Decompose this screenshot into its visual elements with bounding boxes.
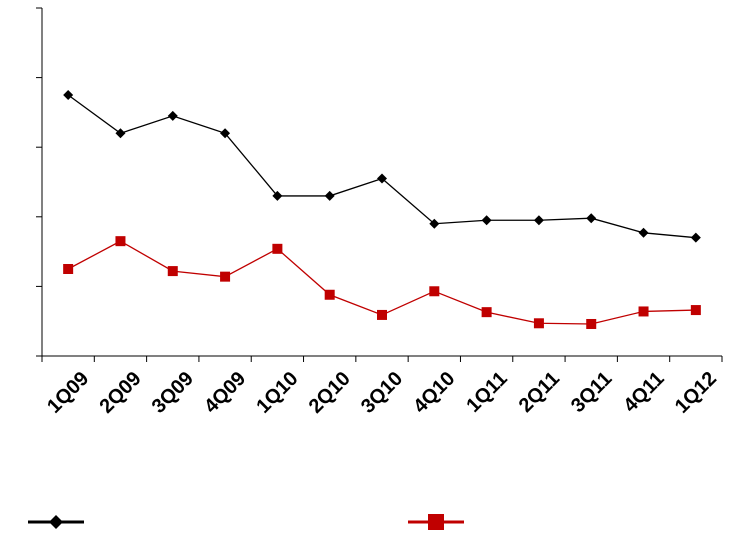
plot-area — [63, 90, 701, 329]
x-tick-label: 4Q09 — [200, 368, 250, 418]
data-point — [324, 289, 335, 300]
data-point — [63, 264, 74, 274]
x-tick-label: 2Q11 — [515, 368, 564, 417]
x-tick-label: 1Q09 — [43, 368, 93, 418]
legend-entry-2 — [408, 514, 464, 530]
x-tick-label: 2Q09 — [95, 368, 145, 418]
data-point — [272, 190, 283, 201]
data-point — [220, 271, 231, 282]
data-point — [167, 110, 178, 121]
data-point — [481, 215, 492, 226]
x-tick-label: 1Q10 — [252, 368, 302, 418]
x-tick-label: 3Q09 — [148, 368, 198, 418]
x-tick-label: 1Q11 — [462, 368, 511, 417]
data-point — [63, 90, 74, 100]
x-tick-label: 4Q10 — [409, 368, 459, 418]
data-point — [272, 243, 283, 254]
data-point — [429, 218, 440, 229]
data-point — [533, 318, 544, 329]
chart-axes — [36, 7, 723, 362]
data-point — [638, 306, 649, 317]
data-point — [429, 286, 440, 297]
series-1 — [63, 90, 701, 243]
legend-marker — [428, 514, 444, 530]
series-line — [67, 94, 696, 239]
data-point — [586, 213, 597, 224]
series-2 — [63, 236, 701, 329]
data-point — [115, 236, 126, 247]
data-point — [377, 309, 387, 320]
x-tick-label: 2Q10 — [305, 368, 355, 418]
x-axis-tick-labels: 1Q09 2Q09 3Q09 4Q09 1Q10 2Q10 3Q10 4Q10 1Q11 2Q11… — [43, 368, 721, 418]
data-point — [586, 318, 597, 329]
x-tick-label: 4Q11 — [619, 368, 668, 417]
x-tick-label: 3Q10 — [357, 368, 407, 418]
x-tick-label: 3Q11 — [567, 368, 616, 417]
legend-marker — [49, 515, 63, 529]
x-tick-label: 1Q12 — [671, 368, 721, 418]
data-point — [638, 227, 649, 238]
data-point — [167, 266, 178, 277]
legend-entry-1 — [28, 515, 84, 529]
data-point — [690, 232, 701, 243]
data-point — [533, 215, 544, 226]
legend — [28, 514, 464, 530]
data-point — [377, 173, 387, 184]
data-point — [115, 128, 126, 139]
data-point — [690, 305, 701, 316]
data-point — [220, 128, 231, 139]
data-point — [481, 307, 492, 318]
data-point — [324, 190, 335, 201]
